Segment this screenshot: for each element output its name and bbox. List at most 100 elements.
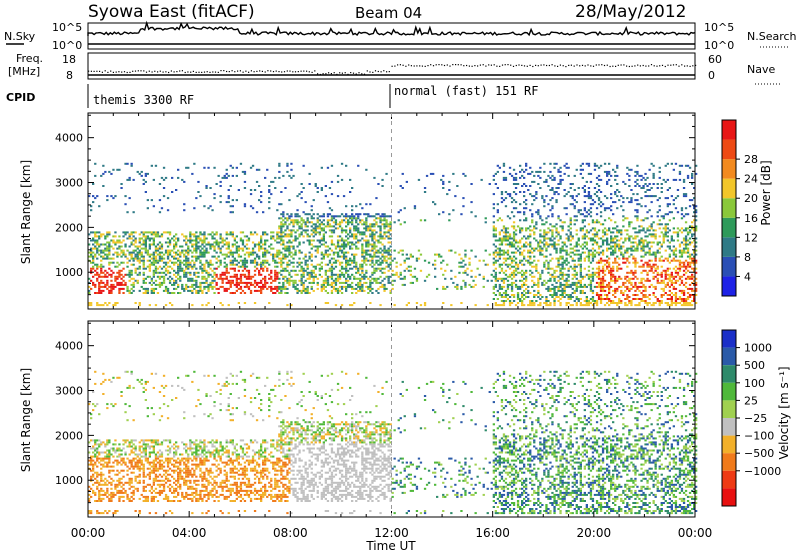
- power-cell: [246, 235, 248, 237]
- power-cell: [610, 235, 612, 237]
- power-cell: [276, 238, 278, 240]
- power-cell: [349, 229, 351, 231]
- power-cell: [234, 264, 236, 266]
- power-cell: [173, 244, 175, 246]
- power-cell: [96, 248, 98, 250]
- power-cell: [108, 231, 110, 233]
- power-cell: [410, 282, 412, 284]
- power-cell: [383, 286, 385, 288]
- power-cell: [608, 264, 610, 266]
- power-cell: [547, 175, 549, 177]
- power-cell: [161, 233, 163, 235]
- power-cell: [367, 254, 369, 256]
- power-cell: [122, 235, 124, 237]
- power-cell: [390, 246, 392, 248]
- power-cell: [331, 250, 333, 252]
- power-cell: [644, 288, 646, 290]
- power-cell: [341, 231, 343, 233]
- power-cell: [408, 258, 410, 260]
- power-cell: [173, 288, 175, 290]
- power-cell: [555, 294, 557, 296]
- power-cell: [578, 238, 580, 240]
- power-cell: [153, 260, 155, 262]
- power-cell: [602, 280, 604, 282]
- power-cell: [220, 181, 222, 183]
- power-cell: [622, 256, 624, 258]
- power-cell: [240, 240, 242, 242]
- power-cell: [651, 260, 653, 262]
- power-cell: [341, 266, 343, 268]
- power-cell: [464, 272, 466, 274]
- power-cell: [470, 211, 472, 213]
- power-cell: [369, 264, 371, 266]
- power-cell: [218, 175, 220, 177]
- power-cell: [523, 274, 525, 276]
- power-cell: [636, 219, 638, 221]
- power-cell: [216, 268, 218, 270]
- power-cell: [313, 227, 315, 229]
- power-cell: [230, 262, 232, 264]
- freq-sample-dot: [168, 72, 169, 73]
- power-cell: [616, 246, 618, 248]
- power-cell: [371, 225, 373, 227]
- power-cell: [513, 231, 515, 233]
- power-cell: [108, 268, 110, 270]
- power-cell: [361, 246, 363, 248]
- power-cell: [284, 233, 286, 235]
- power-cell: [634, 298, 636, 300]
- power-cell: [353, 302, 355, 304]
- power-cell: [317, 187, 319, 189]
- power-cell: [531, 276, 533, 278]
- power-cell: [628, 288, 630, 290]
- power-cell: [651, 163, 653, 165]
- power-cell: [203, 266, 205, 268]
- power-cell: [549, 254, 551, 256]
- power-cell: [470, 276, 472, 278]
- power-cell: [361, 238, 363, 240]
- power-cell: [167, 242, 169, 244]
- power-cell: [406, 254, 408, 256]
- power-cell: [533, 266, 535, 268]
- power-cell: [367, 240, 369, 242]
- power-cell: [189, 231, 191, 233]
- power-cell: [596, 252, 598, 254]
- power-cell: [636, 288, 638, 290]
- power-cell: [337, 181, 339, 183]
- power-cell: [294, 252, 296, 254]
- power-cell: [543, 302, 545, 304]
- power-cell: [634, 290, 636, 292]
- power-cell: [545, 179, 547, 181]
- power-cell: [640, 250, 642, 252]
- power-cell: [331, 193, 333, 195]
- power-cell: [284, 221, 286, 223]
- power-cell: [137, 256, 139, 258]
- power-cell: [161, 256, 163, 258]
- power-cell: [531, 171, 533, 173]
- power-cell: [570, 256, 572, 258]
- power-cell: [580, 302, 582, 304]
- freq-sample-dot: [651, 64, 652, 65]
- power-cell: [636, 183, 638, 185]
- power-cell: [250, 262, 252, 264]
- power-cell: [175, 258, 177, 260]
- power-cell: [564, 288, 566, 290]
- freq-sample-dot: [601, 64, 602, 65]
- power-cell: [143, 274, 145, 276]
- power-cell: [628, 296, 630, 298]
- power-cell: [199, 254, 201, 256]
- power-cell: [539, 242, 541, 244]
- power-cell: [616, 278, 618, 280]
- power-cell: [624, 276, 626, 278]
- power-cell: [416, 260, 418, 262]
- power-cell: [361, 284, 363, 286]
- freq-sample-dot: [146, 72, 147, 73]
- power-cell: [501, 268, 503, 270]
- power-cell: [232, 276, 234, 278]
- power-cell: [286, 250, 288, 252]
- power-cell: [165, 290, 167, 292]
- power-cell: [551, 189, 553, 191]
- power-cell: [596, 302, 598, 304]
- power-cell: [248, 238, 250, 240]
- power-cell: [298, 262, 300, 264]
- power-cell: [628, 201, 630, 203]
